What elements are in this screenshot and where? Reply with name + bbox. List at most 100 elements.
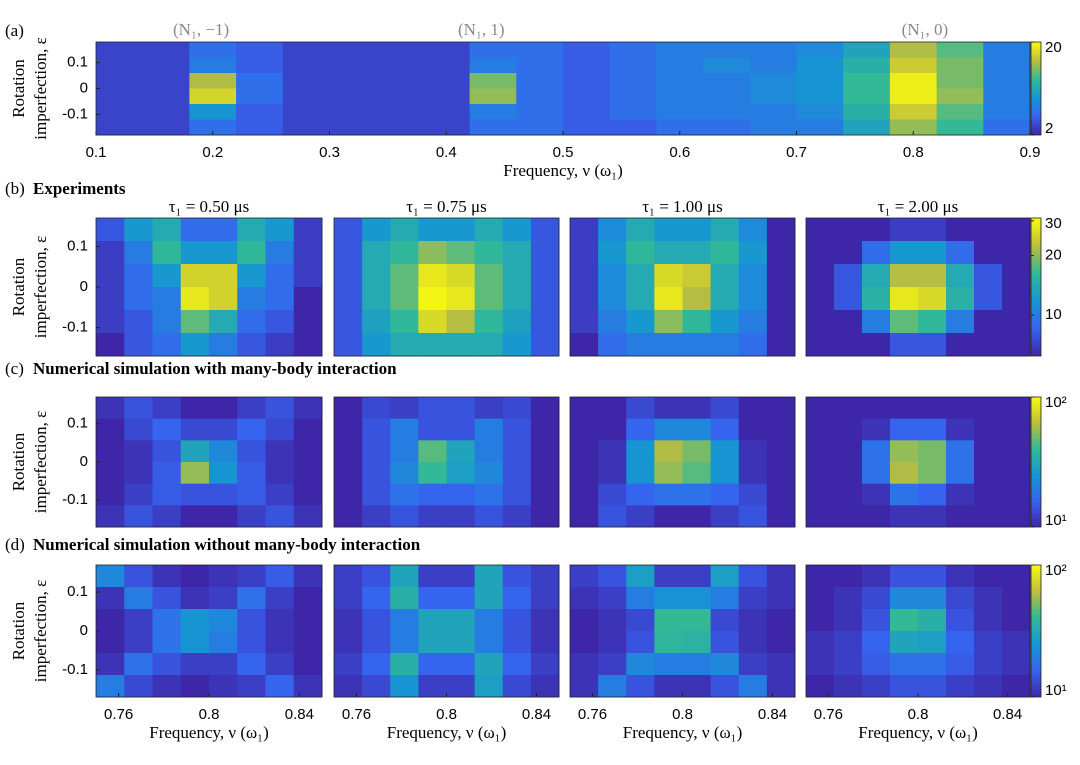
heat-cell — [738, 631, 768, 654]
heat-cell — [390, 418, 419, 441]
heat-cell — [834, 483, 863, 506]
heat-cell — [974, 609, 1003, 632]
heat-cell — [843, 42, 891, 58]
heat-cell — [152, 483, 182, 506]
x-axis-label: Frequency, ν (ω₁) — [503, 161, 623, 180]
heat-cell — [180, 609, 210, 632]
heat-cell — [862, 241, 891, 265]
heat-cell — [682, 397, 712, 420]
heat-cell — [152, 418, 182, 441]
heat-cell — [918, 397, 947, 420]
heat-cell — [474, 653, 504, 676]
heat-cell — [766, 218, 796, 242]
heat-cell — [598, 333, 627, 357]
heat-cell — [974, 675, 1003, 698]
heat-cell — [446, 483, 476, 506]
heat-cell — [806, 333, 835, 357]
heat-cell — [180, 264, 210, 288]
heat-cell — [474, 675, 504, 698]
heat-cell — [362, 609, 391, 632]
heat-cell — [598, 631, 627, 654]
heat-cell — [390, 675, 419, 698]
x-tick-label: 0.7 — [786, 144, 807, 161]
heat-cell — [862, 264, 891, 288]
heat-cell — [862, 333, 891, 357]
heat-cell — [862, 653, 891, 676]
heat-cell — [96, 104, 144, 120]
heat-cell — [918, 287, 947, 311]
heat-cell — [806, 397, 835, 420]
heat-cell — [570, 462, 599, 485]
plot-frame — [805, 217, 1031, 357]
heat-cell — [502, 287, 532, 311]
heat-cell — [654, 310, 683, 334]
heat-cell — [703, 119, 751, 136]
heat-cell — [282, 42, 330, 58]
heat-cell — [843, 104, 891, 120]
heat-cell — [626, 440, 655, 463]
x-axis-label: Frequency, ν (ω₁) — [623, 723, 743, 742]
heat-cell — [530, 264, 560, 288]
heat-cell — [766, 418, 796, 441]
heat-cell — [946, 310, 975, 334]
heat-cell — [654, 218, 683, 242]
heat-cell — [834, 675, 863, 698]
heat-cell — [96, 333, 125, 357]
heat-cell — [946, 505, 975, 528]
heat-cell — [1002, 397, 1031, 420]
heat-cell — [334, 609, 363, 632]
heat-cell — [96, 418, 125, 441]
plot-frame — [569, 217, 796, 357]
heat-cell — [96, 565, 125, 588]
heat-cell — [96, 483, 125, 506]
heat-cell — [1002, 218, 1031, 242]
heat-cell — [469, 57, 517, 74]
heat-cell — [1002, 483, 1031, 506]
heat-cell — [390, 264, 419, 288]
heat-cell — [862, 310, 891, 334]
heat-cell — [446, 418, 476, 441]
heat-cell — [362, 397, 391, 420]
heat-cell — [152, 505, 182, 528]
heat-cell — [654, 631, 683, 654]
heat-cell — [654, 333, 683, 357]
heat-cell — [469, 119, 517, 136]
heat-cell — [1002, 609, 1031, 632]
heat-cell — [237, 587, 266, 610]
heat-cell — [598, 440, 627, 463]
x-tick-label: 0.5 — [553, 144, 574, 161]
heat-cell — [422, 119, 470, 136]
heat-cell — [265, 218, 295, 242]
heat-cell — [766, 287, 796, 311]
heat-cell — [362, 675, 391, 698]
heat-cell — [376, 104, 424, 120]
heat-cell — [422, 104, 470, 120]
heat-cell — [446, 333, 476, 357]
heat-cell — [626, 631, 655, 654]
heat-cell — [96, 675, 125, 698]
heat-cell — [124, 565, 153, 588]
heat-cell — [570, 653, 599, 676]
heat-cell — [682, 241, 712, 265]
heat-cell — [890, 565, 919, 588]
heat-cell — [738, 418, 768, 441]
heat-cell — [918, 218, 947, 242]
heat-cell — [598, 287, 627, 311]
x-tick-label: 0.76 — [578, 706, 607, 723]
heat-cell — [682, 483, 712, 506]
heat-cell — [918, 310, 947, 334]
heat-cell — [946, 653, 975, 676]
heat-cell — [142, 73, 190, 89]
heat-cell — [710, 440, 740, 463]
heat-cell — [834, 565, 863, 588]
x-tick-label: 0.2 — [202, 144, 223, 161]
heat-cell — [834, 264, 863, 288]
heat-cell — [502, 264, 532, 288]
heat-cell — [180, 483, 210, 506]
heat-cell — [890, 609, 919, 632]
heat-cell — [918, 462, 947, 485]
heat-cell — [390, 310, 419, 334]
heat-cell — [738, 310, 768, 334]
heat-cell — [570, 241, 599, 265]
heat-cell — [890, 218, 919, 242]
